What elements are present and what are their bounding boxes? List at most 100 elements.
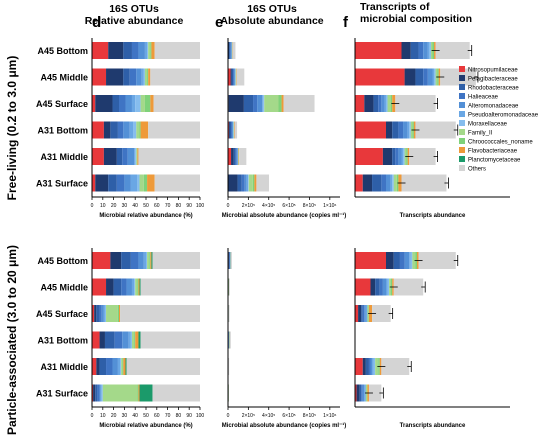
bar-segment <box>137 148 139 165</box>
bar-segment <box>129 121 134 139</box>
bar-segment <box>355 252 386 269</box>
bar-segment <box>386 278 388 296</box>
bar-segment <box>362 384 365 402</box>
bar-segment <box>395 95 436 112</box>
bar-segment <box>415 68 424 86</box>
bar-segment <box>392 148 396 165</box>
bar-segment <box>401 148 404 165</box>
bar-segment <box>228 121 230 139</box>
bar-segment <box>148 121 200 139</box>
bar-segment <box>141 68 144 86</box>
bar-segment <box>365 305 368 322</box>
bar-segment <box>110 121 118 139</box>
legend-swatch <box>459 66 465 72</box>
bar-segment <box>372 358 374 375</box>
bar-segment <box>104 305 107 322</box>
bar-segment <box>409 148 436 165</box>
bar-segment <box>123 358 126 375</box>
bar-segment <box>135 95 141 112</box>
bar-segment <box>129 68 137 86</box>
bar-segment <box>102 384 138 402</box>
bar-segment <box>233 148 236 165</box>
legend-label: Alteromonadaceae <box>468 104 519 110</box>
bar-segment <box>229 121 232 139</box>
bar-segment <box>234 121 238 139</box>
bar-segment <box>362 305 365 322</box>
bar-segment <box>244 174 247 192</box>
panel-title-e-line1: 16S OTUs <box>247 3 297 15</box>
tick-label-d-7: 70 <box>165 203 171 209</box>
bar-segment <box>144 68 148 86</box>
bar-segment <box>254 174 257 192</box>
bar-segment <box>92 358 97 375</box>
bar-segment <box>434 68 436 86</box>
tick-label-d-3: 30 <box>122 203 128 209</box>
bar-segment <box>114 331 123 349</box>
panel-letter-d: d <box>92 14 101 31</box>
bar-segment <box>404 252 410 269</box>
bar-segment <box>236 68 237 86</box>
bar-segment <box>119 95 126 112</box>
sample-label: A45 Middle <box>40 283 88 293</box>
bar-segment <box>278 95 282 112</box>
bar-segment <box>123 68 130 86</box>
panel-title-e-line2: Absolute abundance <box>220 15 323 27</box>
bar-segment <box>392 121 399 139</box>
legend-swatch <box>459 138 465 144</box>
bar-segment <box>228 305 230 322</box>
panel-title-d-line2: Relative abundance <box>85 15 184 27</box>
bar-segment <box>228 278 230 296</box>
bar-segment <box>410 42 419 59</box>
bar-segment <box>264 95 279 112</box>
bar-segment <box>241 174 245 192</box>
legend-label: Nitrosopumilaceae <box>468 68 518 74</box>
bar-segment <box>127 148 135 165</box>
bar-segment <box>152 252 200 269</box>
bar-segment <box>148 68 151 86</box>
bar-segment <box>99 305 102 322</box>
bar-segment <box>361 384 363 402</box>
bar-segment <box>126 278 132 296</box>
bar-segment <box>151 42 155 59</box>
bar-segment <box>418 252 456 269</box>
bar-segment <box>356 384 360 402</box>
bar-segment <box>231 68 234 86</box>
bar-segment <box>100 384 102 402</box>
bar-segment <box>283 95 315 112</box>
bar-segment <box>359 384 362 402</box>
bar-segment <box>92 148 104 165</box>
bar-segment <box>131 95 136 112</box>
bar-segment <box>395 148 399 165</box>
bar-segment <box>103 148 117 165</box>
legend-label: Pelagibacteraceae <box>468 77 518 83</box>
bar-segment <box>228 42 230 59</box>
bar-segment <box>138 278 140 296</box>
bar-segment <box>253 95 258 112</box>
bar-segment <box>123 42 132 59</box>
bar-segment <box>228 174 238 192</box>
bar-segment <box>144 42 148 59</box>
bar-segment <box>368 384 382 402</box>
bar-segment <box>95 384 98 402</box>
legend-swatch <box>459 156 465 162</box>
bar-segment <box>228 95 244 112</box>
bar-segment <box>137 278 139 296</box>
bar-segment <box>93 384 96 402</box>
bar-segment <box>361 305 363 322</box>
bar-segment <box>108 42 124 59</box>
bar-segment <box>150 68 200 86</box>
bar-segment <box>355 358 363 375</box>
bar-segment <box>103 305 105 322</box>
bar-segment <box>281 95 284 112</box>
tick-label-e-1: 2×10⁵ <box>242 203 255 209</box>
bar-segment <box>403 148 405 165</box>
bar-segment <box>387 278 390 296</box>
tick-label-e-2: 4×10⁵ <box>262 413 275 419</box>
panel-letter-f: f <box>343 14 349 31</box>
bar-segment <box>382 148 393 165</box>
sample-label: A45 Surface <box>36 99 88 109</box>
bar-segment <box>373 358 376 375</box>
bar-segment <box>106 358 113 375</box>
x-label-f: Transcripts abundance <box>400 213 466 219</box>
